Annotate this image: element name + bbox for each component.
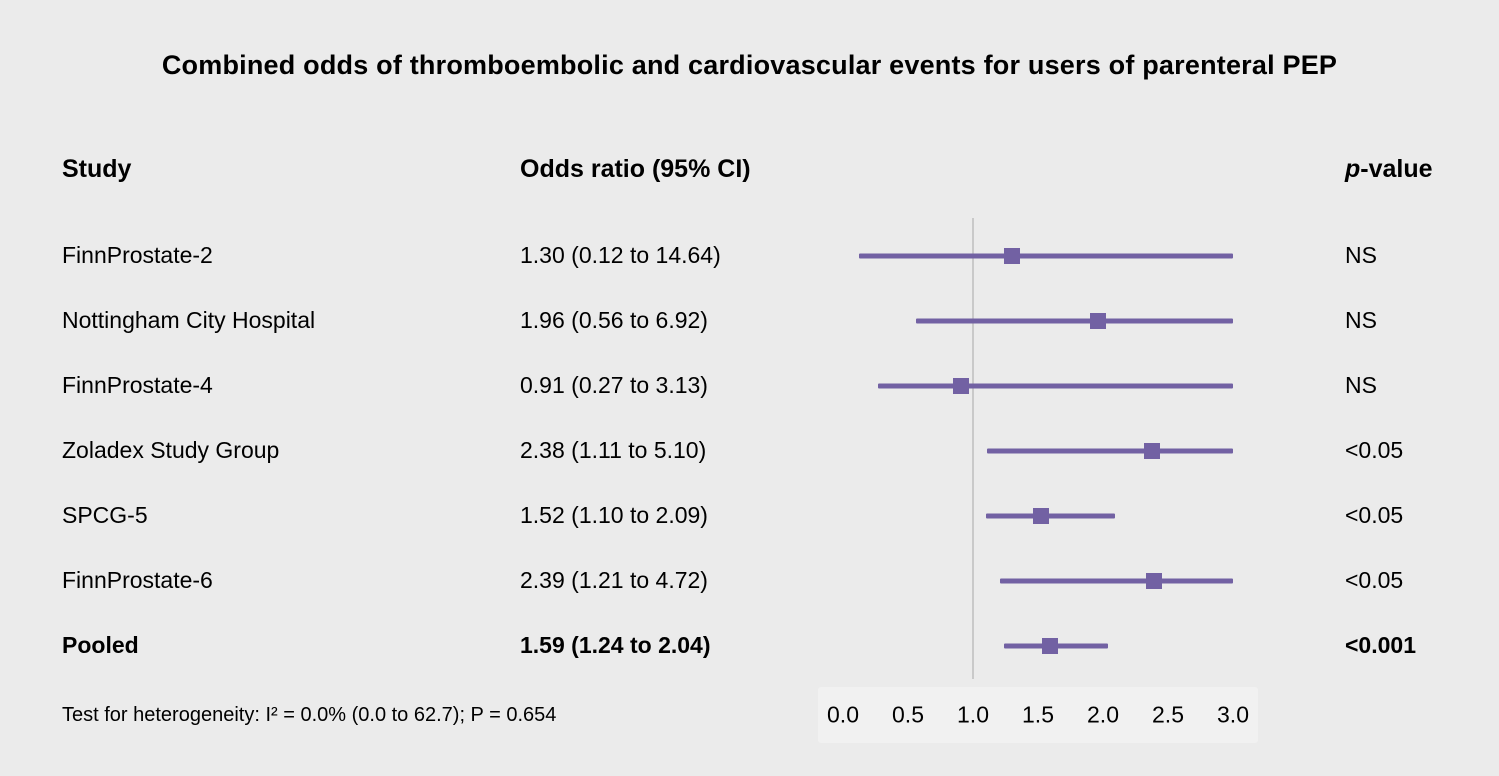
x-axis-row: Test for heterogeneity: I² = 0.0% (0.0 t… [0, 686, 1499, 744]
confidence-interval-line [858, 253, 1233, 258]
study-row-finnprostate-2: FinnProstate-2 1.30 (0.12 to 14.64) NS [0, 223, 1499, 288]
study-rows: FinnProstate-2 1.30 (0.12 to 14.64) NS Nott… [0, 223, 1499, 678]
study-label: Pooled [62, 632, 139, 658]
column-header-row: Study Odds ratio (95% CI) p-value [0, 137, 1499, 201]
confidence-interval-line [986, 513, 1115, 518]
x-axis-tick-1.5: 1.5 [1022, 701, 1054, 728]
ci-plot-cell [843, 483, 1345, 548]
odds-ratio-ci-text: 2.38 (1.11 to 5.10) [520, 437, 707, 463]
odds-ratio-marker [1041, 637, 1058, 654]
x-axis-tick-0.0: 0.0 [827, 701, 859, 728]
p-value: <0.05 [1345, 437, 1404, 463]
odds-ratio-marker [953, 377, 970, 394]
p-value: NS [1345, 372, 1377, 398]
study-row-zoladex-study-group: Zoladex Study Group 2.38 (1.11 to 5.10) <0… [0, 418, 1499, 483]
p-value: NS [1345, 307, 1377, 333]
study-row-pooled: Pooled 1.59 (1.24 to 2.04) <0.001 [0, 613, 1499, 678]
study-row-nottingham-city-hospital: Nottingham City Hospital 1.96 (0.56 to 6.… [0, 288, 1499, 353]
study-label: Nottingham City Hospital [62, 307, 316, 333]
odds-ratio-ci-text: 1.52 (1.10 to 2.09) [520, 502, 708, 528]
x-axis-tick-1.0: 1.0 [957, 701, 989, 728]
p-value: NS [1345, 242, 1377, 268]
ci-plot-cell [843, 613, 1345, 678]
study-label: SPCG-5 [62, 502, 148, 528]
odds-ratio-marker [1145, 572, 1162, 589]
study-row-finnprostate-6: FinnProstate-6 2.39 (1.21 to 4.72) <0.05 [0, 548, 1499, 613]
p-value-column-header: p-value [1345, 155, 1499, 184]
odds-ratio-column-header: Odds ratio (95% CI) [520, 154, 751, 183]
p-value-header-rest: -value [1360, 154, 1433, 183]
ci-plot-cell [843, 288, 1345, 353]
odds-ratio-marker [1089, 312, 1106, 329]
confidence-interval-line [915, 318, 1233, 323]
ci-plot-cell [843, 223, 1345, 288]
x-axis-tick-2.5: 2.5 [1152, 701, 1184, 728]
study-row-spcg-5: SPCG-5 1.52 (1.10 to 2.09) <0.05 [0, 483, 1499, 548]
p-value: <0.05 [1345, 502, 1404, 528]
odds-ratio-marker [1004, 247, 1020, 264]
x-axis-ticks: 0.0 0.5 1.0 1.5 2.0 2.5 3.0 [818, 686, 1345, 744]
confidence-interval-line [878, 383, 1233, 388]
p-value: <0.05 [1345, 567, 1404, 593]
study-column-header: Study [62, 154, 132, 183]
ci-plot-cell [843, 548, 1345, 613]
ci-plot-cell [843, 353, 1345, 418]
confidence-interval-line [987, 448, 1233, 453]
study-label: FinnProstate-2 [62, 242, 213, 268]
x-axis-tick-3.0: 3.0 [1217, 701, 1249, 728]
study-label: FinnProstate-4 [62, 372, 213, 398]
odds-ratio-ci-text: 1.96 (0.56 to 6.92) [520, 307, 708, 333]
axis-background-band [818, 687, 1258, 743]
confidence-interval-line [1000, 578, 1233, 583]
ci-plot-cell [843, 418, 1345, 483]
odds-ratio-ci-text: 1.59 (1.24 to 2.04) [520, 632, 711, 658]
reference-line-or-1 [972, 218, 974, 679]
odds-ratio-ci-text: 0.91 (0.27 to 3.13) [520, 372, 708, 398]
odds-ratio-ci-text: 1.30 (0.12 to 14.64) [520, 242, 721, 268]
odds-ratio-marker [1032, 507, 1049, 524]
heterogeneity-note: Test for heterogeneity: I² = 0.0% (0.0 t… [62, 703, 557, 726]
odds-ratio-marker [1144, 442, 1161, 459]
x-axis-tick-0.5: 0.5 [892, 701, 924, 728]
p-value-header-p: p [1345, 154, 1361, 183]
odds-ratio-ci-text: 2.39 (1.21 to 4.72) [520, 567, 708, 593]
p-value: <0.001 [1345, 632, 1416, 658]
figure-title: Combined odds of thromboembolic and card… [161, 50, 1338, 80]
x-axis-tick-2.0: 2.0 [1087, 701, 1119, 728]
study-label: FinnProstate-6 [62, 567, 213, 593]
study-row-finnprostate-4: FinnProstate-4 0.91 (0.27 to 3.13) NS [0, 353, 1499, 418]
study-label: Zoladex Study Group [62, 437, 280, 463]
